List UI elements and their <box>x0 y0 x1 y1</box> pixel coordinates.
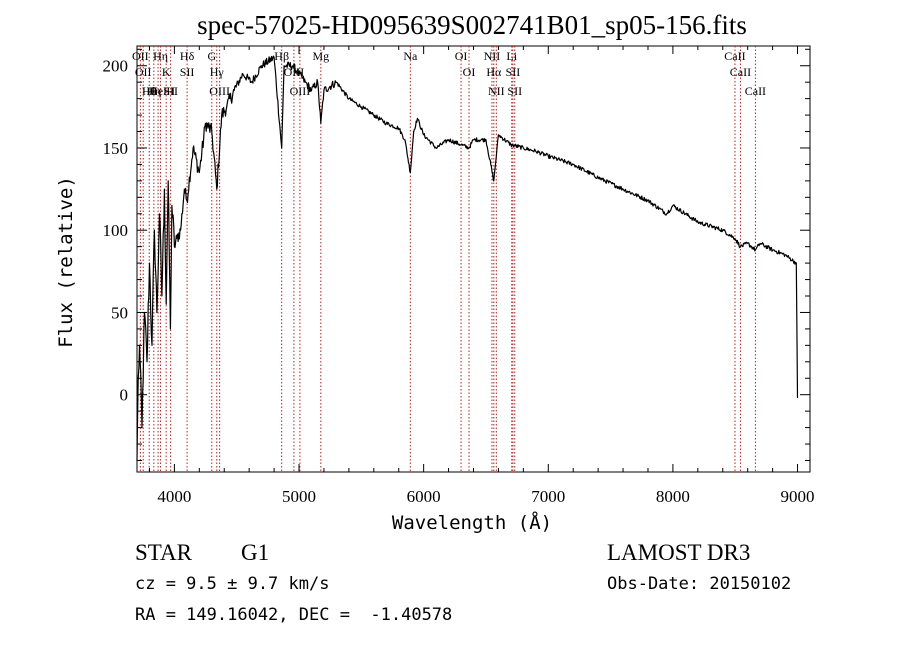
line-marker-label: OII <box>135 65 152 79</box>
x-tick-label: 4000 <box>157 487 191 506</box>
y-tick-label: 100 <box>103 221 129 240</box>
x-tick-label: 7000 <box>531 487 565 506</box>
object-subclass: G1 <box>241 540 269 565</box>
object-class: STAR <box>135 540 193 565</box>
coordinates-text: RA = 149.16042, DEC = -1.40578 <box>135 605 452 625</box>
x-tick-label: 8000 <box>656 487 690 506</box>
chart-title: spec-57025-HD095639S002741B01_sp05-156.f… <box>197 10 747 40</box>
line-marker-label: OIII <box>290 84 311 98</box>
line-marker-label: Hη <box>146 84 161 98</box>
line-marker-label: CaII <box>724 49 745 63</box>
line-marker-label: Na <box>403 49 418 63</box>
x-tick-label: 9000 <box>781 487 815 506</box>
redshift-text: cz = 9.5 ± 9.7 km/s <box>135 574 329 594</box>
spectrum-line <box>136 55 799 461</box>
line-marker-label: NII <box>488 84 505 98</box>
line-marker-label: OIII <box>209 84 230 98</box>
x-tick-label: 5000 <box>282 487 316 506</box>
line-marker-label: Mg <box>312 49 329 63</box>
spectral-line-markers <box>139 46 756 472</box>
line-marker-label: CaII <box>745 84 766 98</box>
line-marker-label: OI <box>463 65 476 79</box>
plot-frame <box>136 45 811 473</box>
line-marker-label: SII <box>180 65 195 79</box>
line-marker-label: SII <box>163 84 178 98</box>
line-marker-label: Hη <box>153 49 168 63</box>
x-axis-label: Wavelength (Å) <box>392 511 552 534</box>
x-axis: 4000 5000 6000 7000 8000 9000 <box>148 46 815 506</box>
line-marker-label: Hα <box>486 65 502 79</box>
line-marker-label: HeI <box>149 84 167 98</box>
survey-name: LAMOST DR3 <box>607 540 750 565</box>
line-marker-label: G <box>207 49 216 63</box>
line-marker-label: Hγ <box>210 65 225 79</box>
x-tick-label: 6000 <box>407 487 441 506</box>
line-marker-label: OII <box>132 49 149 63</box>
line-marker-label: SII <box>506 65 521 79</box>
line-marker-label: OIII <box>284 65 305 79</box>
y-tick-label: 50 <box>111 303 128 322</box>
spectral-line-labels: OIIOIIHθHηHeIHηKSIIHHδSIIGHγOIIIHβOIIIOI… <box>132 49 766 98</box>
obs-date-text: Obs-Date: 20150102 <box>607 574 791 594</box>
y-axis-label: Flux (relative) <box>55 176 77 348</box>
line-marker-label: CaII <box>730 65 751 79</box>
line-marker-label: Hδ <box>180 49 195 63</box>
line-marker-label: Hθ <box>142 84 157 98</box>
y-tick-label: 150 <box>103 139 129 158</box>
y-tick-label: 200 <box>103 57 129 76</box>
line-marker-label: NII <box>484 49 501 63</box>
line-marker-label: SII <box>507 84 522 98</box>
y-axis: 0 50 100 150 200 <box>103 48 810 461</box>
line-marker-label: H <box>166 84 175 98</box>
line-marker-label: Hβ <box>274 49 289 63</box>
line-marker-label: OI <box>455 49 468 63</box>
y-tick-label: 0 <box>120 386 129 405</box>
line-marker-label: Li <box>506 49 517 63</box>
line-marker-label: K <box>162 65 171 79</box>
